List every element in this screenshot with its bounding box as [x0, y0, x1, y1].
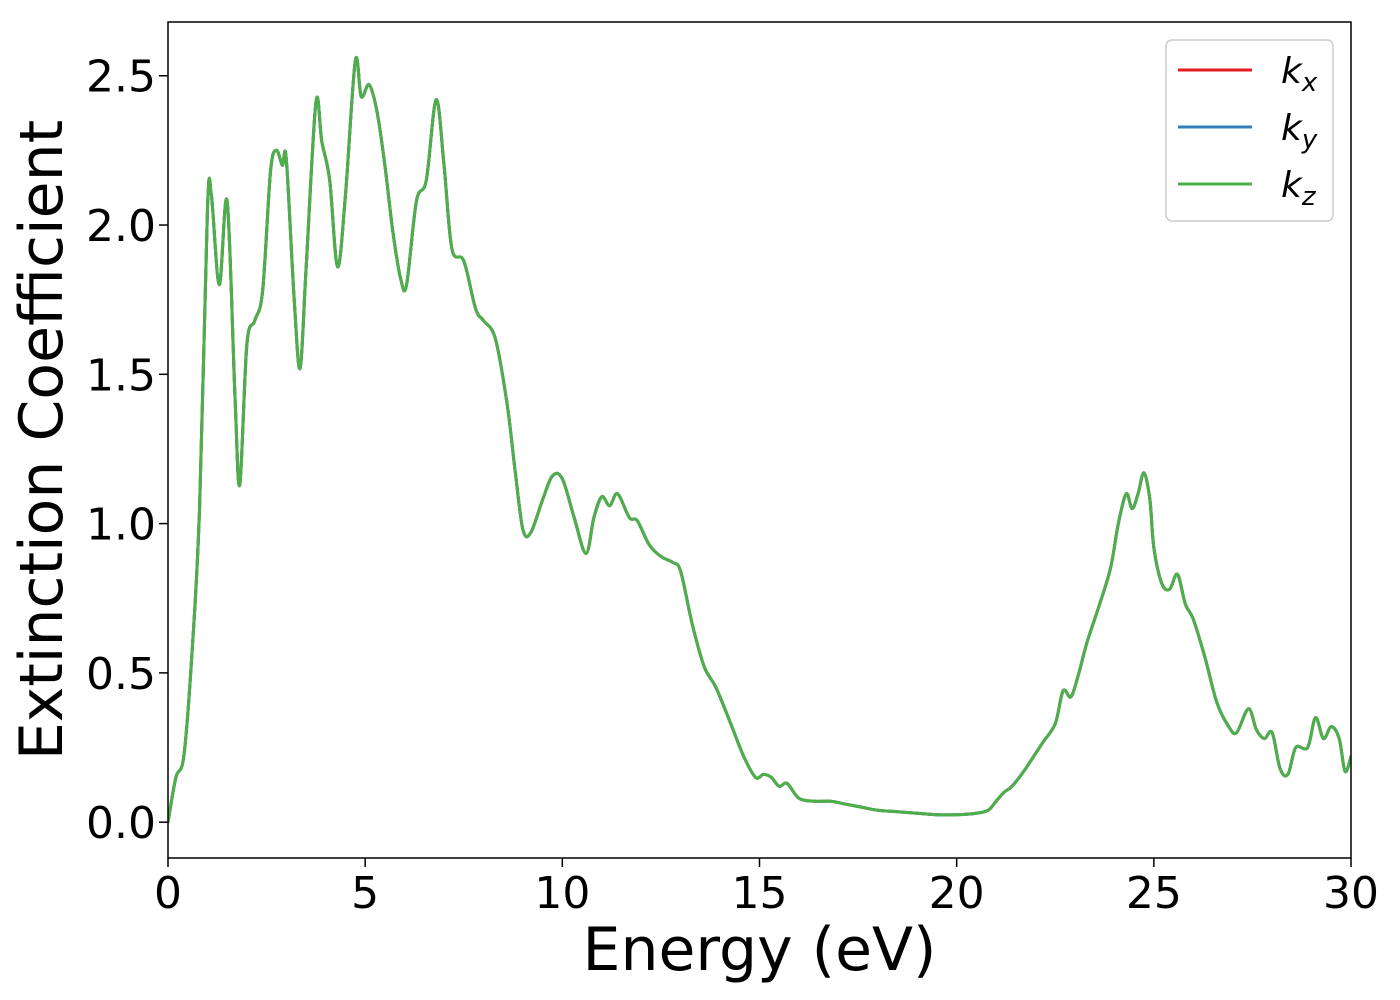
- x-tick-label: 5: [351, 868, 379, 919]
- x-tick-label: 10: [534, 868, 590, 919]
- x-tick-label: 20: [929, 868, 985, 919]
- series-layer: [168, 56, 1351, 824]
- y-tick-label: 0.0: [86, 798, 156, 849]
- y-axis: 0.0 0.5 1.0 1.5 2.0 2.5: [86, 52, 168, 849]
- legend-label-kx: kx: [1281, 51, 1318, 98]
- legend-label-kz: kz: [1281, 165, 1317, 212]
- series-line-kz: [168, 56, 1351, 824]
- x-axis-label: Energy (eV): [583, 915, 937, 985]
- y-tick-label: 2.0: [86, 201, 156, 252]
- legend-label-base: k: [1281, 165, 1304, 206]
- y-tick-label: 1.0: [86, 500, 156, 551]
- y-tick-label: 2.5: [86, 52, 156, 103]
- y-axis-label: Extinction Coefficient: [7, 120, 77, 760]
- x-tick-label: 25: [1126, 868, 1182, 919]
- legend-label-base: k: [1281, 51, 1304, 92]
- legend-label-subscript: z: [1301, 182, 1317, 212]
- legend-label-subscript: x: [1301, 68, 1318, 98]
- y-tick-label: 1.5: [86, 350, 156, 401]
- legend-label-ky: ky: [1281, 108, 1318, 155]
- x-tick-label: 0: [154, 868, 182, 919]
- legend-box: [1165, 39, 1334, 222]
- legend-label-base: k: [1281, 108, 1304, 149]
- legend-label-subscript: y: [1301, 125, 1318, 155]
- y-tick-label: 0.5: [86, 649, 156, 700]
- x-tick-label: 30: [1323, 868, 1379, 919]
- x-axis: 0 5 10 15 20 25 30: [154, 858, 1379, 919]
- x-tick-label: 15: [732, 868, 788, 919]
